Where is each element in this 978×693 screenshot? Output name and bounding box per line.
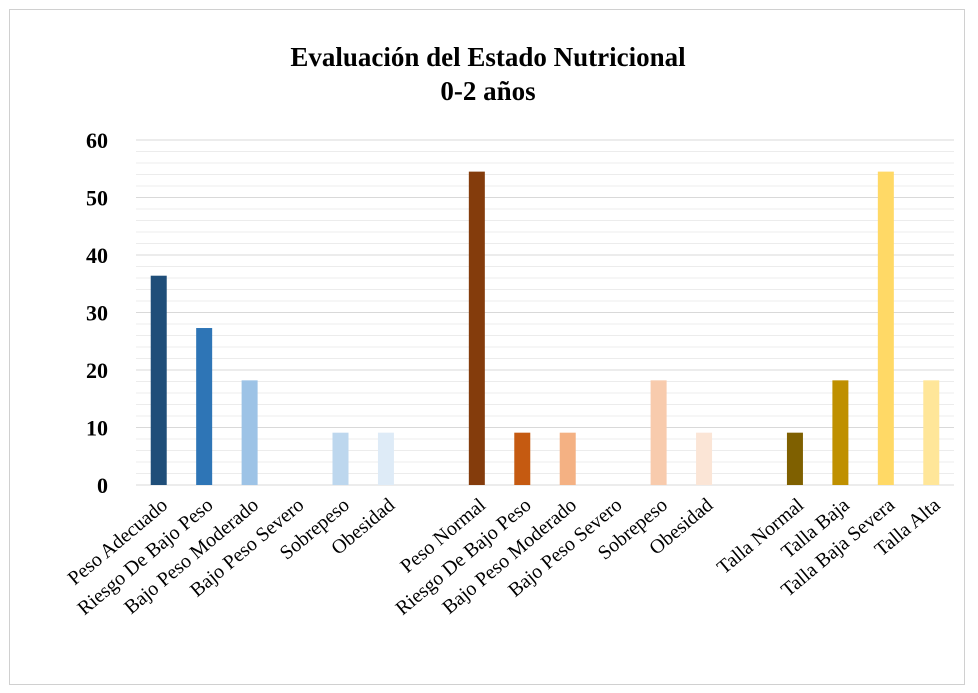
bar xyxy=(650,380,667,485)
bar xyxy=(196,328,213,485)
y-tick-label: 50 xyxy=(86,186,108,211)
bar xyxy=(923,380,940,485)
y-tick-label: 40 xyxy=(86,243,108,268)
bar xyxy=(877,171,894,485)
bar xyxy=(559,432,576,485)
y-tick-label: 20 xyxy=(86,358,108,383)
bar xyxy=(468,171,485,485)
y-tick-label: 30 xyxy=(86,301,108,326)
y-tick-label: 60 xyxy=(86,128,108,153)
bars xyxy=(150,171,940,485)
bar xyxy=(150,275,167,485)
chart-subtitle: 0-2 años xyxy=(440,76,535,106)
bar xyxy=(832,380,849,485)
bar xyxy=(241,380,258,485)
bar xyxy=(332,432,349,485)
bar xyxy=(514,432,531,485)
bar xyxy=(377,432,394,485)
y-tick-label: 0 xyxy=(97,473,108,498)
chart: Evaluación del Estado Nutricional 0-2 añ… xyxy=(64,42,954,620)
bar xyxy=(696,432,713,485)
y-tick-label: 10 xyxy=(86,416,108,441)
bar xyxy=(786,432,803,485)
chart-title: Evaluación del Estado Nutricional xyxy=(290,42,686,72)
y-axis-ticks: 0 10 20 30 40 50 60 xyxy=(86,128,108,498)
chart-frame: Evaluación del Estado Nutricional 0-2 añ… xyxy=(9,9,965,685)
gridlines xyxy=(136,139,954,486)
